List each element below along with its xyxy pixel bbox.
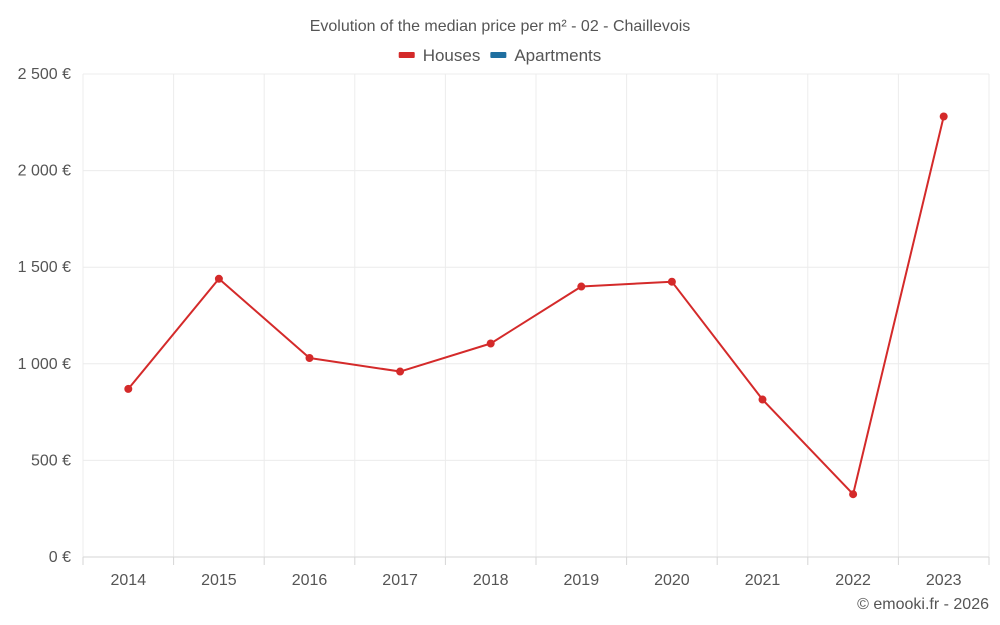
legend-swatch-houses[interactable] [398,52,415,58]
y-tick-label: 0 € [49,549,71,566]
x-tick-label: 2014 [111,572,147,589]
chart-title: Evolution of the median price per m² - 0… [310,18,691,35]
y-tick-label: 2 000 € [18,163,71,180]
data-point-houses-2015[interactable] [214,274,223,283]
data-point-houses-2022[interactable] [849,490,858,499]
x-tick-label: 2015 [201,572,237,589]
x-tick-label: 2020 [654,572,690,589]
y-tick-label: 2 500 € [18,66,71,83]
series-layer [124,112,948,499]
x-tick-label: 2016 [292,572,328,589]
data-point-houses-2017[interactable] [396,367,405,376]
y-axis: 0 € 500 € 1 000 € 1 500 € 2 000 € 2 500 € [18,66,71,566]
x-tick-label: 2023 [926,572,962,589]
data-point-houses-2014[interactable] [124,384,133,393]
x-tick-label: 2022 [835,572,871,589]
y-tick-label: 1 500 € [18,259,71,276]
data-point-houses-2019[interactable] [577,282,586,291]
legend-label-houses[interactable]: Houses [423,46,481,65]
credit-text: © emooki.fr - 2026 [857,596,989,613]
x-axis: 2014 2015 2016 2017 2018 2019 2020 2021 2022 2023 [82,556,990,589]
x-tick-label: 2021 [745,572,781,589]
data-point-houses-2023[interactable] [939,112,948,121]
data-point-houses-2020[interactable] [667,277,676,286]
data-point-houses-2021[interactable] [758,395,767,404]
grid-lines [82,73,990,557]
y-tick-label: 1 000 € [18,356,71,373]
x-tick-label: 2019 [564,572,600,589]
y-tick-label: 500 € [31,452,71,469]
x-tick-label: 2018 [473,572,509,589]
data-point-houses-2016[interactable] [305,354,314,363]
x-tick-label: 2017 [382,572,418,589]
series-line-houses [127,116,945,496]
legend-label-apartments[interactable]: Apartments [514,46,601,65]
data-point-houses-2018[interactable] [486,339,495,348]
legend-swatch-apartments[interactable] [490,52,507,58]
legend: Houses Apartments [398,46,601,65]
